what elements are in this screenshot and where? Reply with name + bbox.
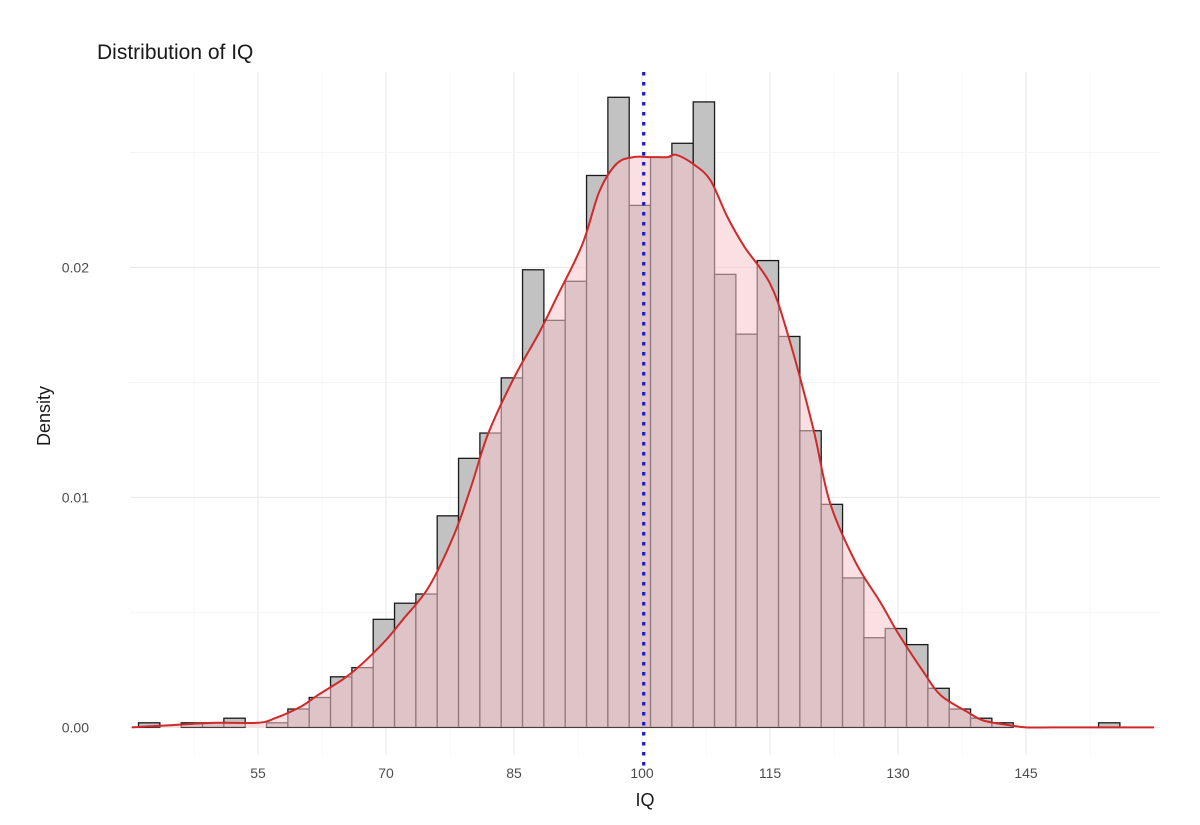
x-tick-label: 130 [886, 765, 910, 781]
y-tick-label: 0.00 [62, 719, 89, 735]
x-axis-label: IQ [635, 790, 654, 810]
x-tick-label: 100 [630, 765, 654, 781]
y-axis-label: Density [34, 386, 54, 446]
y-tick-labels: 0.00 0.01 0.02 [62, 259, 89, 735]
y-tick-label: 0.01 [62, 489, 89, 505]
x-tick-label: 85 [506, 765, 522, 781]
x-tick-label: 55 [250, 765, 266, 781]
y-tick-label: 0.02 [62, 259, 89, 275]
density-line [131, 153, 1155, 729]
chart-title: Distribution of IQ [97, 41, 253, 64]
x-tick-labels: 55 70 85 100 115 130 145 [250, 765, 1038, 781]
x-tick-label: 115 [759, 765, 782, 781]
x-tick-label: 70 [378, 765, 394, 781]
density-curve-layer [131, 153, 1155, 729]
density-area [131, 154, 1155, 728]
x-tick-label: 145 [1014, 765, 1038, 781]
